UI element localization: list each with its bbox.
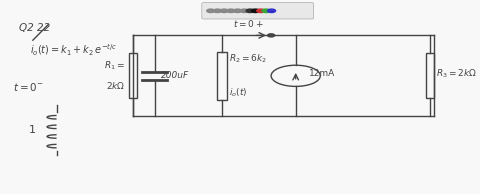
Text: $2k\Omega$: $2k\Omega$ (106, 80, 125, 91)
Circle shape (262, 9, 270, 13)
Circle shape (220, 9, 228, 13)
Text: $R_1 =$: $R_1 =$ (104, 60, 125, 72)
Circle shape (257, 9, 265, 13)
Bar (426, 53, 434, 99)
Text: $i_o(t) = k_1 + k_2\,e^{-t/c}$: $i_o(t) = k_1 + k_2\,e^{-t/c}$ (30, 43, 117, 58)
Circle shape (246, 9, 254, 13)
Bar (129, 53, 137, 99)
Circle shape (214, 9, 221, 13)
Text: Q2 22: Q2 22 (20, 23, 51, 33)
Text: 1: 1 (28, 125, 36, 135)
Bar (217, 52, 227, 100)
Circle shape (240, 9, 248, 13)
Circle shape (252, 9, 260, 13)
FancyBboxPatch shape (202, 3, 313, 19)
Circle shape (234, 9, 241, 13)
Text: 12mA: 12mA (309, 69, 336, 78)
Circle shape (267, 9, 276, 13)
Circle shape (267, 34, 275, 37)
Text: $t = 0^{-}$: $t = 0^{-}$ (13, 81, 44, 93)
Text: $R_2 = 6k_2$: $R_2 = 6k_2$ (228, 52, 266, 65)
Text: $i_o(t)$: $i_o(t)$ (228, 87, 247, 99)
Text: 200uF: 200uF (161, 71, 189, 80)
Circle shape (207, 9, 215, 13)
Circle shape (227, 9, 235, 13)
Text: $t = 0+$: $t = 0+$ (233, 18, 264, 29)
Text: $R_3 = 2k\Omega$: $R_3 = 2k\Omega$ (436, 68, 478, 80)
